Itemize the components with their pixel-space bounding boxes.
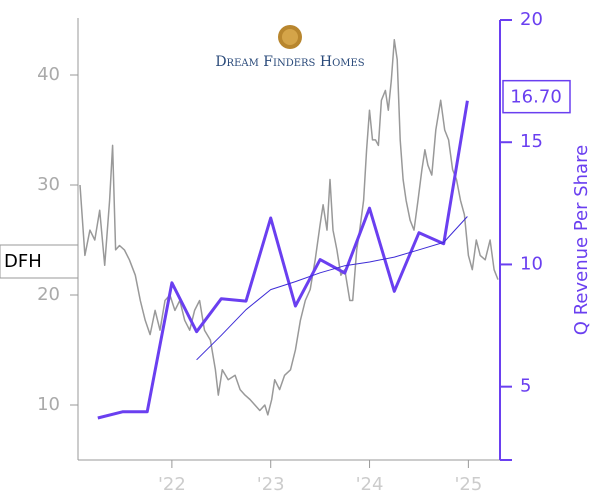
trend-line xyxy=(196,216,468,361)
x-tick-label: '23 xyxy=(257,474,285,495)
x-tick-label: '25 xyxy=(454,474,482,495)
series-name: DFH xyxy=(4,251,42,272)
y-tick-label: 20 xyxy=(37,284,60,305)
price-line xyxy=(79,39,499,416)
y2-tick-label: 15 xyxy=(520,131,543,152)
y-tick-label: 10 xyxy=(37,394,60,415)
logo-seal-inner xyxy=(282,29,298,45)
y-tick-label: 30 xyxy=(37,174,60,195)
y2-tick-label: 10 xyxy=(520,253,543,274)
y2-tick-label: 20 xyxy=(520,9,543,30)
series-name-box xyxy=(0,244,79,279)
x-tick-label: '22 xyxy=(158,474,186,495)
x-tick-label: '24 xyxy=(356,474,384,495)
y-tick-label: 40 xyxy=(37,64,60,85)
revenue-line xyxy=(97,100,469,420)
last-value-box xyxy=(502,79,571,114)
y2-axis-label: Q Revenue Per Share xyxy=(571,145,592,335)
logo-text: Dream Finders Homes xyxy=(215,54,364,70)
last-value-label: 16.70 xyxy=(510,87,562,108)
y2-tick-label: 5 xyxy=(520,376,531,397)
